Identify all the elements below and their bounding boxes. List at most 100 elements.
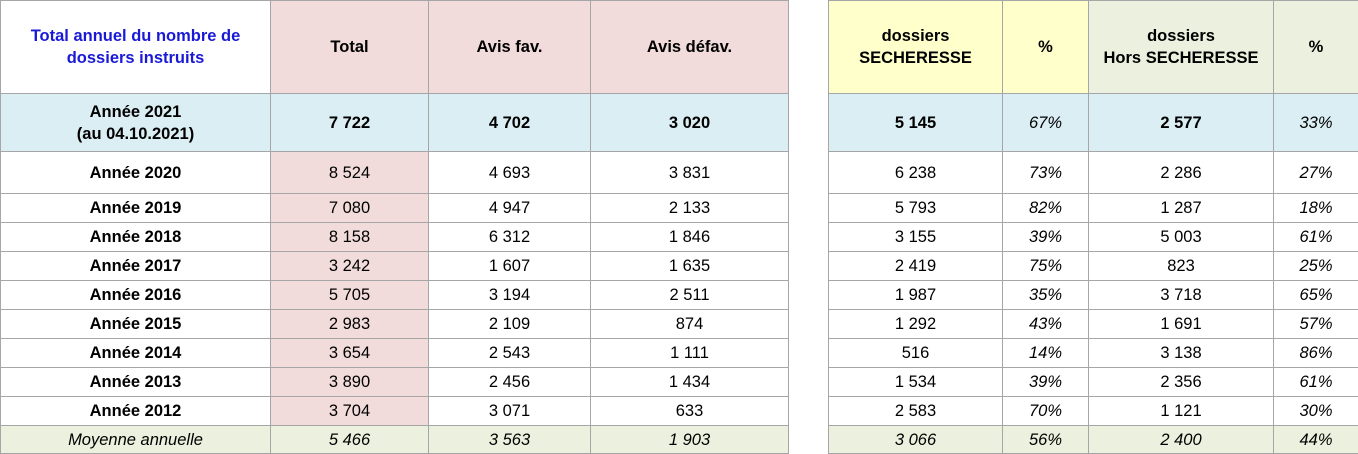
value-cell: 3 718 xyxy=(1089,281,1274,310)
percent-cell: 70% xyxy=(1003,397,1089,426)
gap-cell xyxy=(789,252,829,281)
row-label: Année 2015 xyxy=(1,310,271,339)
cell-line: Année 2017 xyxy=(5,255,266,277)
value-cell: 1 691 xyxy=(1089,310,1274,339)
value-cell: 7 722 xyxy=(271,94,429,152)
percent-cell: 39% xyxy=(1003,368,1089,397)
value-cell: 5 145 xyxy=(829,94,1003,152)
cell-line: Année 2018 xyxy=(5,226,266,248)
value-cell: 8 158 xyxy=(271,223,429,252)
percent-cell: 25% xyxy=(1274,252,1358,281)
header-row: Total annuel du nombre de dossiers instr… xyxy=(1,1,1358,94)
value-cell: 3 654 xyxy=(271,339,429,368)
value-cell: 6 312 xyxy=(429,223,591,252)
value-cell: 1 287 xyxy=(1089,194,1274,223)
row-label: Année 2014 xyxy=(1,339,271,368)
value-cell: 823 xyxy=(1089,252,1274,281)
percent-cell: 35% xyxy=(1003,281,1089,310)
footer-cell: 3 066 xyxy=(829,426,1003,454)
value-cell: 2 577 xyxy=(1089,94,1274,152)
cell-line: Année 2020 xyxy=(5,162,266,184)
percent-cell: 61% xyxy=(1274,368,1358,397)
cell-line: dossiers xyxy=(833,25,998,47)
footer-cell: 2 400 xyxy=(1089,426,1274,454)
gap-cell xyxy=(789,152,829,194)
percent-cell: 27% xyxy=(1274,152,1358,194)
percent-cell: 67% xyxy=(1003,94,1089,152)
value-cell: 2 109 xyxy=(429,310,591,339)
header-cell: Total xyxy=(271,1,429,94)
footer-cell: 5 466 xyxy=(271,426,429,454)
gap-cell xyxy=(789,223,829,252)
cell-line: Année 2014 xyxy=(5,342,266,364)
value-cell: 516 xyxy=(829,339,1003,368)
cell-line: Année 2016 xyxy=(5,284,266,306)
percent-cell: 43% xyxy=(1003,310,1089,339)
value-cell: 3 071 xyxy=(429,397,591,426)
value-cell: 7 080 xyxy=(271,194,429,223)
percent-cell: 57% xyxy=(1274,310,1358,339)
value-cell: 3 020 xyxy=(591,94,789,152)
header-title: Total annuel du nombre de dossiers instr… xyxy=(1,1,271,94)
cell-line: dossiers xyxy=(1093,25,1269,47)
footer-cell: 1 903 xyxy=(591,426,789,454)
value-cell: 2 983 xyxy=(271,310,429,339)
value-cell: 2 419 xyxy=(829,252,1003,281)
percent-cell: 73% xyxy=(1003,152,1089,194)
value-cell: 2 133 xyxy=(591,194,789,223)
cell-line: Hors SECHERESSE xyxy=(1093,47,1269,69)
value-cell: 1 635 xyxy=(591,252,789,281)
value-cell: 3 890 xyxy=(271,368,429,397)
percent-cell: 65% xyxy=(1274,281,1358,310)
percent-cell: 75% xyxy=(1003,252,1089,281)
value-cell: 2 583 xyxy=(829,397,1003,426)
percent-cell: 39% xyxy=(1003,223,1089,252)
cell-line: Année 2019 xyxy=(5,197,266,219)
value-cell: 3 831 xyxy=(591,152,789,194)
footer-cell: 44% xyxy=(1274,426,1358,454)
header-cell: Avis fav. xyxy=(429,1,591,94)
value-cell: 1 434 xyxy=(591,368,789,397)
value-cell: 1 607 xyxy=(429,252,591,281)
gap-cell xyxy=(789,94,829,152)
value-cell: 3 242 xyxy=(271,252,429,281)
value-cell: 3 155 xyxy=(829,223,1003,252)
gap-cell xyxy=(789,426,829,454)
value-cell: 2 456 xyxy=(429,368,591,397)
cell-line: Année 2015 xyxy=(5,313,266,335)
percent-cell: 33% xyxy=(1274,94,1358,152)
value-cell: 1 846 xyxy=(591,223,789,252)
cell-line: SECHERESSE xyxy=(833,47,998,69)
percent-cell: 18% xyxy=(1274,194,1358,223)
gap-cell xyxy=(789,281,829,310)
value-cell: 874 xyxy=(591,310,789,339)
value-cell: 5 003 xyxy=(1089,223,1274,252)
gap-cell xyxy=(789,1,829,94)
value-cell: 1 534 xyxy=(829,368,1003,397)
row-label: Année 2012 xyxy=(1,397,271,426)
header-cell: Avis défav. xyxy=(591,1,789,94)
row-label: Année 2020 xyxy=(1,152,271,194)
gap-cell xyxy=(789,339,829,368)
value-cell: 4 693 xyxy=(429,152,591,194)
cell-line: Total xyxy=(275,36,424,58)
row-label: Année 2019 xyxy=(1,194,271,223)
value-cell: 3 194 xyxy=(429,281,591,310)
cell-line: Année 2021 xyxy=(5,101,266,123)
value-cell: 6 238 xyxy=(829,152,1003,194)
footer-cell: 3 563 xyxy=(429,426,591,454)
value-cell: 3 704 xyxy=(271,397,429,426)
footer-cell: 56% xyxy=(1003,426,1089,454)
value-cell: 1 987 xyxy=(829,281,1003,310)
gap-cell xyxy=(789,310,829,339)
